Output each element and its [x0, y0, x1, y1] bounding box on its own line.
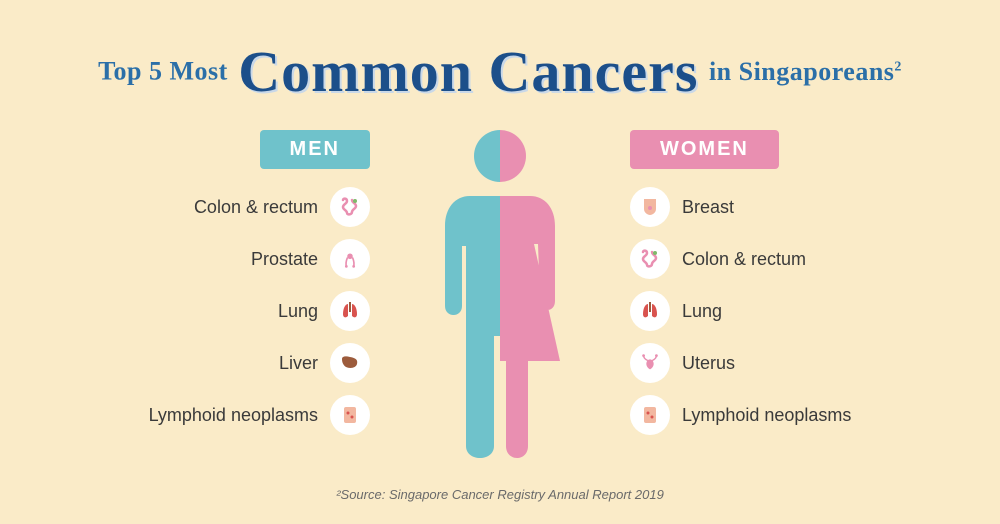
list-item: Colon & rectum: [630, 233, 806, 285]
lung-icon: [630, 291, 670, 331]
women-column: WOMEN Breast Colon & rectum Lung Uterus …: [630, 130, 890, 441]
women-badge: WOMEN: [630, 130, 779, 169]
colon-icon: [630, 239, 670, 279]
liver-icon: [330, 343, 370, 383]
item-label: Prostate: [251, 249, 318, 270]
item-label: Liver: [279, 353, 318, 374]
list-item: Uterus: [630, 337, 735, 389]
breast-icon: [630, 187, 670, 227]
list-item: Lung: [630, 285, 722, 337]
list-item: Colon & rectum: [194, 181, 370, 233]
lung-icon: [330, 291, 370, 331]
content-row: MEN Colon & rectum Prostate Lung Liver L…: [0, 130, 1000, 464]
title-prefix: Top 5 Most: [98, 57, 228, 86]
item-label: Colon & rectum: [682, 249, 806, 270]
person-figure: [410, 126, 590, 466]
uterus-icon: [630, 343, 670, 383]
item-label: Breast: [682, 197, 734, 218]
lymph-icon: [330, 395, 370, 435]
list-item: Lung: [278, 285, 370, 337]
list-item: Prostate: [251, 233, 370, 285]
list-item: Lymphoid neoplasms: [630, 389, 851, 441]
item-label: Uterus: [682, 353, 735, 374]
item-label: Lung: [682, 301, 722, 322]
item-label: Colon & rectum: [194, 197, 318, 218]
item-label: Lung: [278, 301, 318, 322]
item-label: Lymphoid neoplasms: [149, 405, 318, 426]
colon-icon: [330, 187, 370, 227]
list-item: Liver: [279, 337, 370, 389]
men-badge: MEN: [260, 130, 370, 169]
list-item: Breast: [630, 181, 734, 233]
source-citation: ²Source: Singapore Cancer Registry Annua…: [0, 487, 1000, 502]
title-emphasis: Common Cancers: [238, 39, 698, 104]
men-column: MEN Colon & rectum Prostate Lung Liver L…: [110, 130, 370, 441]
infographic-title: Top 5 Most Common Cancers in Singaporean…: [0, 38, 1000, 105]
item-label: Lymphoid neoplasms: [682, 405, 851, 426]
list-item: Lymphoid neoplasms: [149, 389, 370, 441]
lymph-icon: [630, 395, 670, 435]
title-superscript: 2: [894, 59, 902, 74]
prostate-icon: [330, 239, 370, 279]
title-suffix: in Singaporeans2: [709, 57, 902, 86]
